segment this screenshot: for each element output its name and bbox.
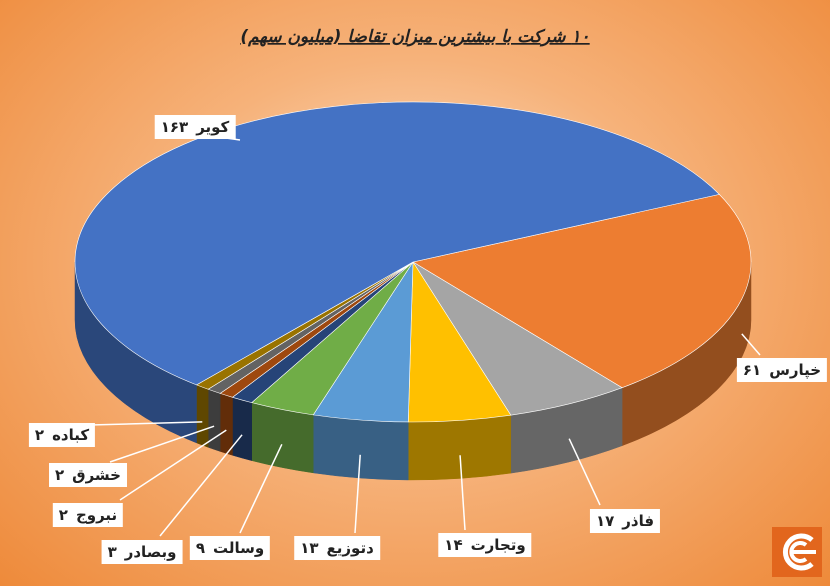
- pie-side: [196, 384, 209, 448]
- value-label: ۲: [55, 466, 65, 484]
- category-label: فاذر: [622, 512, 655, 530]
- value-label: ۱۳: [300, 539, 319, 557]
- pie-slice: [412, 261, 623, 416]
- value-label: ۱۶۳: [160, 118, 189, 136]
- category-label: کباده: [52, 426, 90, 444]
- data-label: نبروج ۲: [52, 503, 124, 527]
- pie-slice: [412, 194, 752, 389]
- leader-line: [109, 425, 215, 463]
- category-label: کویر: [196, 118, 230, 136]
- pie-side: [408, 414, 512, 481]
- value-label: ۲: [58, 506, 68, 524]
- category-label: وسالت: [212, 539, 265, 557]
- pie-side: [232, 396, 252, 461]
- leaders: [89, 134, 761, 537]
- value-label: ۱۷: [595, 512, 615, 530]
- leader-line: [459, 455, 466, 531]
- value-label: ۳: [107, 543, 117, 561]
- data-label: کویر ۱۶۳: [154, 115, 236, 139]
- category-label: دتوزیع: [326, 539, 374, 557]
- leader-line: [741, 333, 761, 356]
- logo: [772, 527, 822, 577]
- category-label: نبروج: [75, 506, 118, 524]
- category-label: وتجارت: [470, 536, 526, 554]
- data-label: وسالت ۹: [189, 536, 271, 560]
- pie-side: [312, 414, 409, 481]
- pie-side: [207, 388, 221, 452]
- data-label: فاذر ۱۷: [589, 509, 661, 533]
- category-label: وبصادر: [124, 543, 177, 561]
- category-label: خپارس: [769, 361, 822, 379]
- value-label: ۲: [34, 426, 45, 444]
- pie-side: [219, 393, 233, 456]
- data-label: خپارس ۶۱: [736, 358, 828, 382]
- data-label: دتوزیع ۱۳: [294, 536, 380, 560]
- chart-title: ۱۰ شرکت با بیشترین میزان تقاضا (میلیون س…: [240, 27, 589, 47]
- value-label: ۶۱: [742, 361, 762, 379]
- pie-tops: [74, 101, 752, 423]
- leader-line: [89, 421, 203, 426]
- value-label: ۹: [195, 539, 205, 557]
- data-label: وبصادر ۳: [101, 540, 183, 564]
- leader-line: [354, 454, 361, 534]
- data-label: کباده ۲: [28, 423, 96, 447]
- leader-line: [239, 443, 283, 534]
- leader-line: [568, 438, 601, 506]
- value-label: ۱۴: [444, 536, 463, 554]
- data-label: خشرق ۲: [49, 463, 127, 487]
- category-label: خشرق: [72, 466, 121, 484]
- leader-line: [159, 434, 243, 537]
- data-label: وتجارت ۱۴: [438, 533, 532, 557]
- leader-line: [119, 429, 227, 501]
